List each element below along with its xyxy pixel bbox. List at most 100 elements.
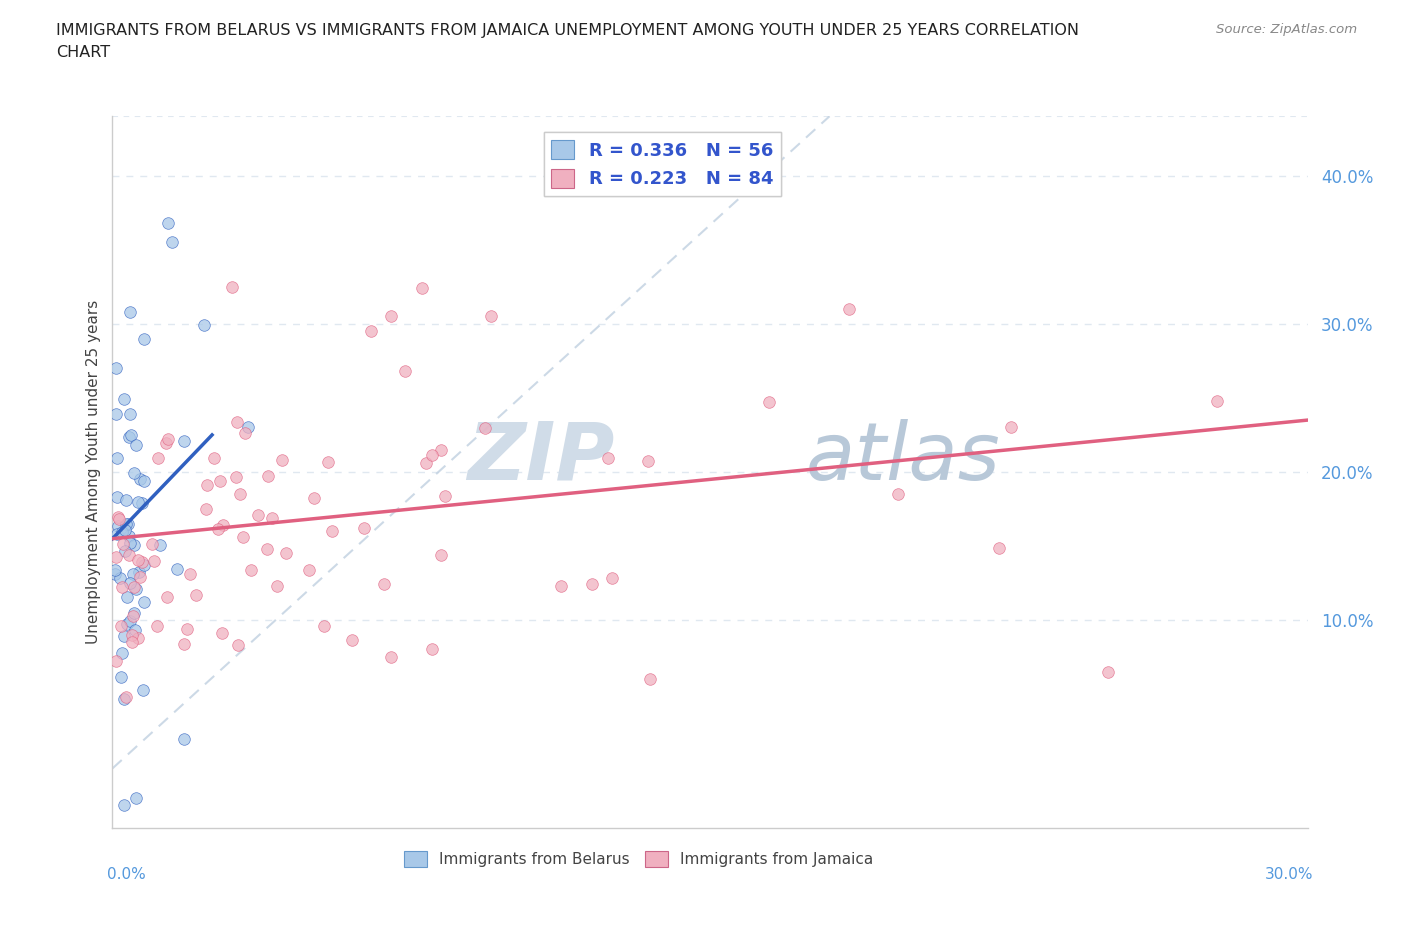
Point — [550, 578, 572, 593]
Point — [207, 521, 229, 536]
Point — [120, 536, 142, 551]
Point — [131, 496, 153, 511]
Point — [373, 576, 395, 591]
Point — [118, 528, 141, 543]
Point — [125, 438, 148, 453]
Point — [232, 530, 254, 545]
Point — [193, 317, 215, 332]
Point — [226, 637, 249, 652]
Text: IMMIGRANTS FROM BELARUS VS IMMIGRANTS FROM JAMAICA UNEMPLOYMENT AMONG YOUTH UNDE: IMMIGRANTS FROM BELARUS VS IMMIGRANTS FR… — [56, 23, 1080, 38]
Point — [111, 525, 134, 539]
Point — [115, 590, 138, 604]
Point — [600, 571, 623, 586]
Point — [112, 628, 135, 643]
Point — [114, 798, 135, 813]
Point — [886, 486, 908, 501]
Point — [105, 406, 128, 421]
Point — [105, 549, 128, 564]
Point — [121, 567, 143, 582]
Point — [127, 631, 149, 645]
Point — [134, 331, 156, 346]
Point — [124, 538, 146, 552]
Point — [240, 563, 263, 578]
Point — [184, 588, 207, 603]
Point — [112, 392, 135, 406]
Point — [125, 790, 148, 805]
Point — [256, 542, 278, 557]
Point — [127, 495, 149, 510]
Text: atlas: atlas — [806, 418, 1001, 497]
Point — [134, 557, 156, 572]
Point — [1097, 665, 1119, 680]
Point — [114, 517, 136, 532]
Point — [297, 562, 319, 577]
Point — [114, 523, 136, 538]
Point — [225, 415, 247, 430]
Point — [111, 580, 134, 595]
Point — [225, 470, 247, 485]
Point — [162, 234, 183, 249]
Point — [108, 512, 131, 527]
Point — [479, 309, 502, 324]
Point — [229, 486, 252, 501]
Point — [108, 571, 131, 586]
Point — [173, 731, 195, 746]
Point — [118, 613, 141, 628]
Text: CHART: CHART — [56, 45, 110, 60]
Point — [312, 618, 335, 633]
Point — [1000, 419, 1022, 434]
Point — [128, 565, 150, 579]
Point — [120, 304, 142, 319]
Point — [142, 553, 165, 568]
Point — [173, 433, 195, 448]
Point — [107, 519, 129, 534]
Point — [120, 576, 142, 591]
Point — [125, 581, 148, 596]
Point — [209, 473, 232, 488]
Text: ZIP: ZIP — [467, 418, 614, 497]
Point — [157, 216, 180, 231]
Point — [122, 465, 145, 480]
Point — [988, 540, 1011, 555]
Point — [141, 537, 163, 551]
Point — [212, 518, 235, 533]
Point — [114, 543, 136, 558]
Point — [124, 623, 146, 638]
Point — [155, 435, 177, 450]
Point — [195, 501, 218, 516]
Point — [115, 493, 138, 508]
Point — [121, 634, 143, 649]
Point — [247, 508, 270, 523]
Point — [596, 450, 619, 465]
Point — [117, 516, 139, 531]
Point — [640, 672, 662, 687]
Point — [104, 563, 127, 578]
Point — [105, 654, 128, 669]
Point — [148, 450, 170, 465]
Point — [221, 279, 243, 294]
Point — [380, 650, 402, 665]
Point — [105, 451, 128, 466]
Text: 0.0%: 0.0% — [107, 867, 145, 882]
Point — [838, 301, 860, 316]
Point — [110, 670, 132, 684]
Point — [430, 548, 453, 563]
Point — [105, 489, 128, 504]
Point — [146, 618, 169, 633]
Point — [411, 281, 433, 296]
Y-axis label: Unemployment Among Youth under 25 years: Unemployment Among Youth under 25 years — [86, 299, 101, 644]
Point — [111, 645, 134, 660]
Point — [156, 590, 179, 604]
Point — [302, 490, 325, 505]
Point — [173, 636, 195, 651]
Point — [271, 452, 294, 467]
Point — [129, 472, 152, 486]
Point — [1205, 393, 1227, 408]
Point — [121, 609, 143, 624]
Point — [120, 427, 142, 442]
Legend: R = 0.336   N = 56, R = 0.223   N = 84: R = 0.336 N = 56, R = 0.223 N = 84 — [544, 132, 780, 195]
Point — [104, 361, 127, 376]
Point — [202, 450, 225, 465]
Point — [166, 562, 188, 577]
Point — [105, 526, 128, 541]
